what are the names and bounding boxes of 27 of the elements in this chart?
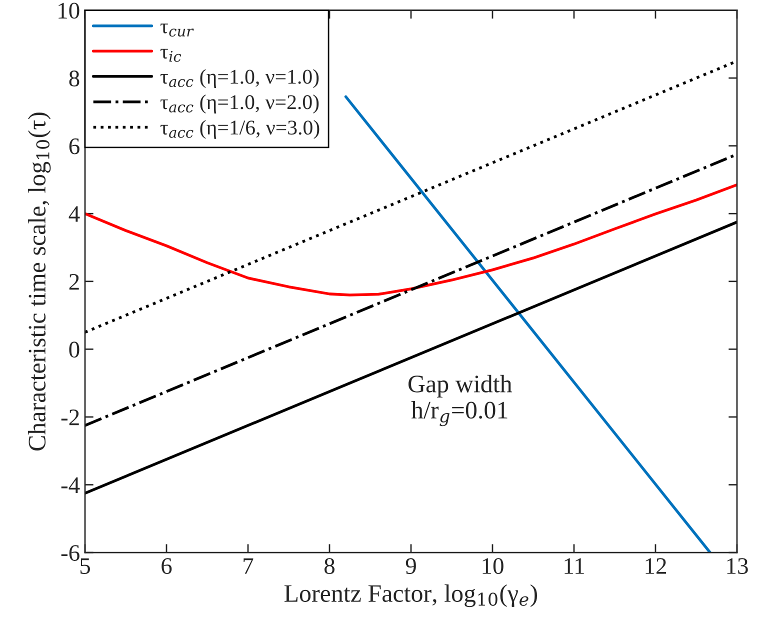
x-tick-label: 10 [482,558,504,574]
x-tick-label: 11 [564,558,584,574]
y-tick-label: -4 [61,477,80,493]
y-axis-title: Characteristic time scale, log$_{10}$(τ) [28,112,51,450]
line-series [85,183,737,296]
legend-label: τ$_{cur}$ [160,24,194,37]
y-tick-label: 2 [69,274,79,290]
y-tick-label: 0 [69,342,80,358]
y-tick-label: 8 [69,70,80,86]
x-tick-label: 8 [324,558,335,574]
y-tick-label: -6 [61,545,80,561]
legend-label: τ$_{ic}$ [160,48,182,62]
x-tick-label: 5 [80,558,90,574]
y-tick-label: 6 [69,138,80,154]
x-tick-label: 7 [244,558,254,574]
x-tick-label: 13 [727,558,748,574]
x-tick-label: 9 [406,558,416,574]
x-tick-label: 12 [646,558,666,574]
x-axis-title: Lorentz Factor, log$_{10}$(γ$_{e}$) [284,584,538,608]
x-tick-label: 6 [162,558,172,574]
annotation: Gap width h/r$_{g}$=0.01 [408,374,512,426]
y-tick-label: 10 [58,2,80,19]
legend-label: τ$_{acc}$ (η=1.0, ν=1.0) [160,69,319,88]
legend-label: τ$_{acc}$ (η=1/6, ν=3.0) [160,120,320,139]
y-tick-label: -2 [61,410,79,426]
legend-label: τ$_{acc}$ (η=1.0, ν=2.0) [160,94,319,114]
y-tick-label: 4 [68,206,80,222]
